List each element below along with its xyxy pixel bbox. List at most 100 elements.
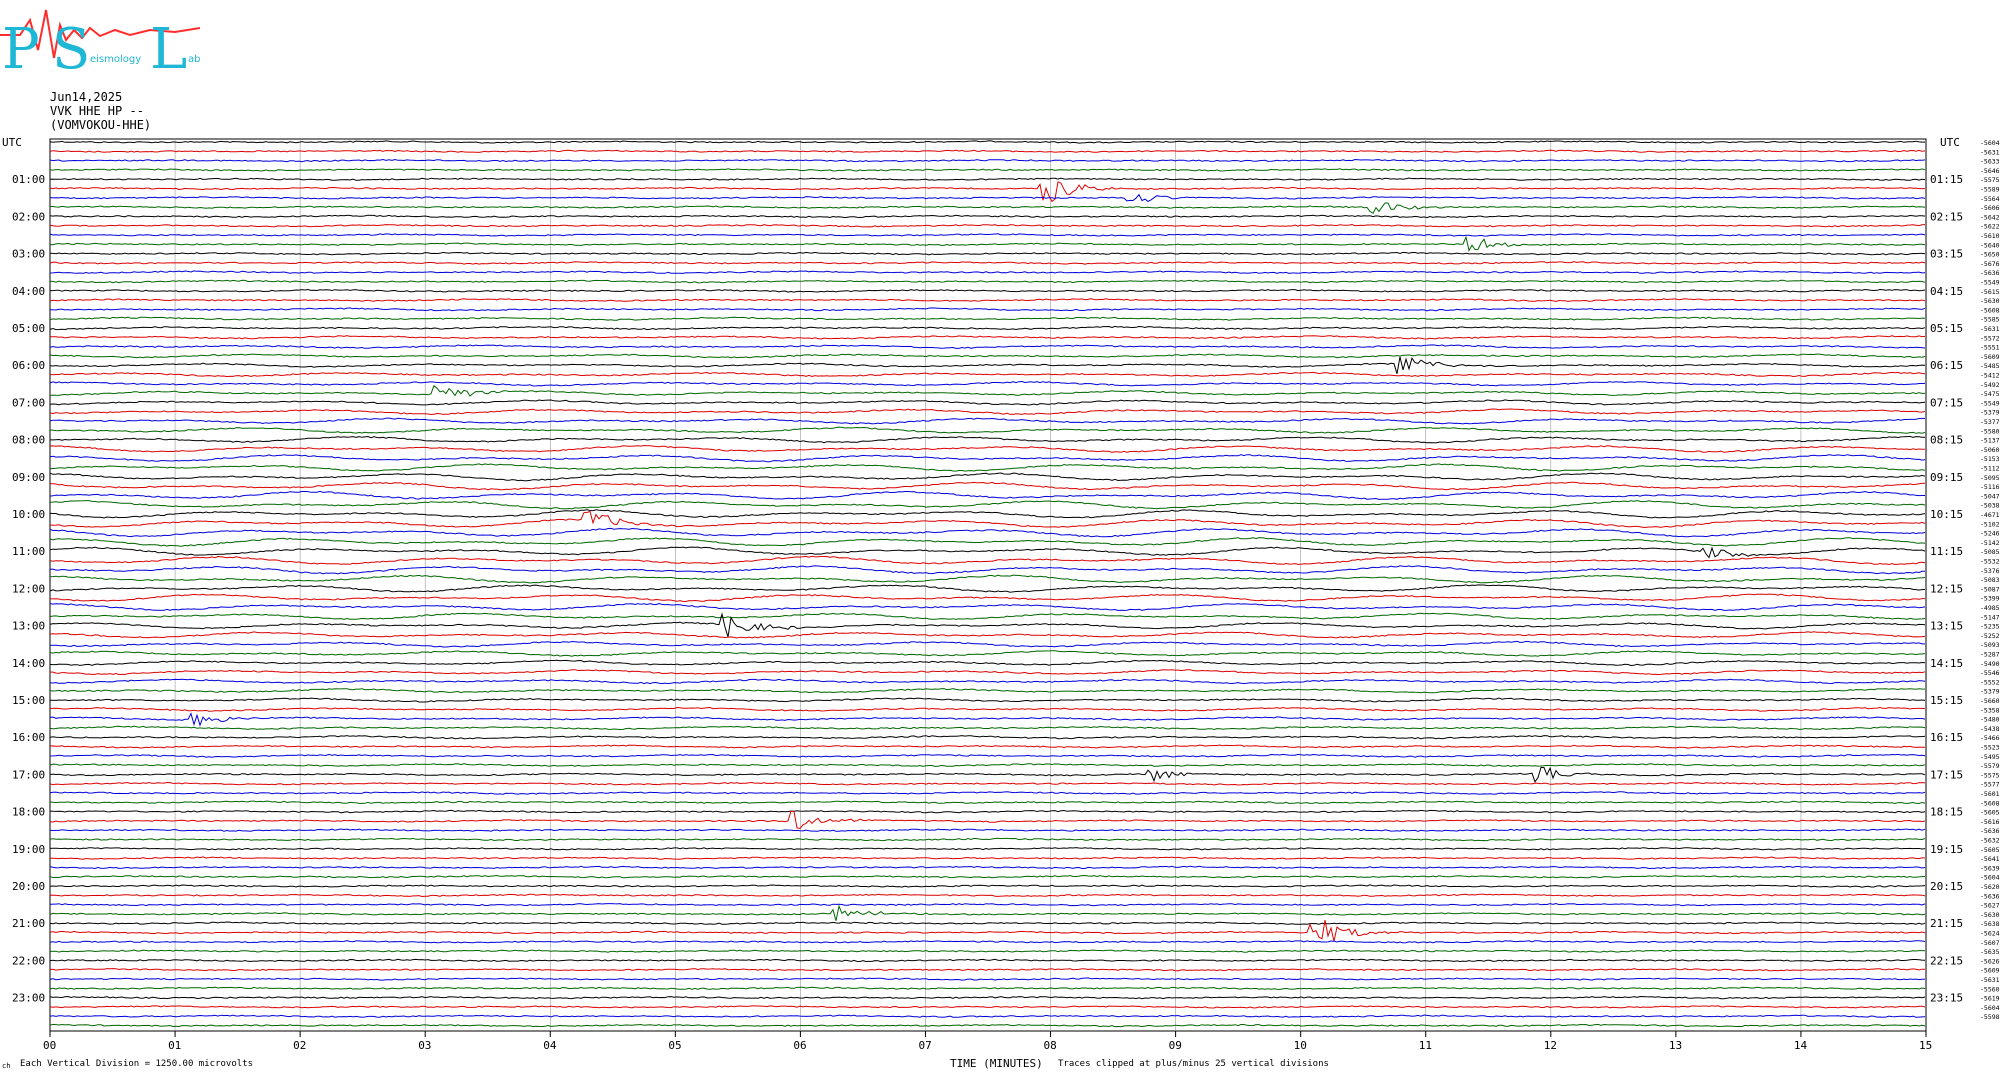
- seismic-trace: [49, 968, 1926, 972]
- seismic-trace: [49, 753, 1926, 758]
- seismic-trace: [49, 744, 1925, 749]
- seismic-trace: [49, 865, 1926, 870]
- right-hour-label: 08:15: [1930, 434, 1963, 447]
- logo-word-seismology: eismology: [90, 54, 141, 65]
- seismic-trace: [49, 454, 1926, 463]
- trace-offset-label: -5636: [1980, 269, 2000, 277]
- trace-offset-label: -5626: [1980, 957, 2000, 965]
- trace-offset-label: -5112: [1980, 465, 2000, 473]
- seismic-trace: [49, 828, 1926, 832]
- left-hour-label: 15:00: [12, 694, 45, 707]
- logo-letter-l: L: [150, 17, 187, 82]
- minute-gridlines: [174, 139, 1802, 1031]
- left-hour-label: 20:00: [12, 880, 45, 893]
- trace-offset-label: -5605: [1980, 809, 2000, 817]
- x-tick-label: 06: [793, 1039, 806, 1052]
- trace-offset-label: -5660: [1980, 697, 2000, 705]
- seismic-trace: [49, 574, 1926, 584]
- right-hour-label: 19:15: [1930, 843, 1963, 856]
- seismic-trace: [49, 650, 1926, 657]
- seismic-trace: [49, 977, 1926, 981]
- trace-offset-label: -5252: [1980, 632, 2000, 640]
- trace-offset-label: -5551: [1980, 344, 2000, 352]
- trace-offset-label: -5480: [1980, 716, 2000, 724]
- trace-offset-label: -5087: [1980, 585, 2000, 593]
- left-hour-label: 01:00: [12, 173, 45, 186]
- seismic-trace: [49, 546, 1926, 559]
- trace-offset-label: -5575: [1980, 771, 2000, 779]
- trace-offset-label: -5153: [1980, 455, 2000, 463]
- trace-offset-label: -5047: [1980, 492, 2000, 500]
- trace-offset-label: -5627: [1980, 902, 2000, 910]
- trace-offset-label: -5639: [1980, 864, 2000, 872]
- x-tick-label: 11: [1419, 1039, 1432, 1052]
- seismic-trace: [49, 631, 1926, 639]
- trace-offset-label: -5546: [1980, 669, 2000, 677]
- x-axis-label: TIME (MINUTES): [950, 1057, 1043, 1070]
- trace-offset-labels: -5604-5631-5633-5646-5575-5589-5564-5606…: [1980, 139, 2000, 1021]
- seismic-trace: [49, 510, 1926, 528]
- trace-offset-label: -5585: [1980, 316, 2000, 324]
- left-hour-label: 04:00: [12, 285, 45, 298]
- seismic-trace: [49, 177, 1926, 181]
- seismic-trace: [49, 688, 1926, 694]
- seismic-trace: [49, 168, 1926, 172]
- trace-offset-label: -5492: [1980, 381, 2000, 389]
- right-hour-label: 23:15: [1930, 992, 1963, 1005]
- right-hour-label: 15:15: [1930, 694, 1963, 707]
- x-tick-label: 08: [1044, 1039, 1057, 1052]
- seismic-trace: [49, 371, 1926, 378]
- seismic-trace: [49, 920, 1926, 942]
- seismic-trace: [49, 537, 1926, 547]
- trace-offset-label: -5137: [1980, 437, 2000, 445]
- seismic-trace: [49, 499, 1926, 510]
- trace-offset-label: -5636: [1980, 827, 2000, 835]
- x-tick-label: 13: [1669, 1039, 1682, 1052]
- left-axis-label: UTC: [2, 136, 22, 149]
- trace-offset-label: -5038: [1980, 502, 2000, 510]
- seismic-trace: [49, 584, 1926, 593]
- seismic-trace: [49, 235, 1926, 252]
- left-hour-label: 08:00: [12, 434, 45, 447]
- trace-offset-label: -5560: [1980, 985, 2000, 993]
- trace-offset-label: -5564: [1980, 195, 2000, 203]
- right-hour-label: 09:15: [1930, 471, 1963, 484]
- x-tick-label: 02: [293, 1039, 306, 1052]
- left-hour-label: 11:00: [12, 545, 45, 558]
- seismic-trace: [49, 307, 1926, 312]
- trace-offset-label: -5572: [1980, 334, 2000, 342]
- seismic-trace: [49, 565, 1926, 575]
- trace-offset-label: -5604: [1980, 1004, 2000, 1012]
- seismic-trace: [49, 181, 1925, 203]
- x-tick-label: 04: [543, 1039, 557, 1052]
- left-hour-label: 05:00: [12, 322, 45, 335]
- trace-offset-label: -5624: [1980, 930, 2000, 938]
- x-tick-label: 05: [668, 1039, 681, 1052]
- logo-seismic-squiggle: [0, 9, 201, 59]
- vertical-division-note: Each Vertical Division = 1250.00 microvo…: [20, 1059, 253, 1069]
- trace-offset-label: -5102: [1980, 520, 2000, 528]
- trace-offset-label: -5116: [1980, 483, 2000, 491]
- trace-offset-label: -5466: [1980, 734, 2000, 742]
- trace-offset-label: -5399: [1980, 595, 2000, 603]
- trace-offset-label: -5650: [1980, 251, 2000, 259]
- left-hour-label: 23:00: [12, 992, 45, 1005]
- trace-offset-label: -5287: [1980, 651, 2000, 659]
- trace-offset-label: -5376: [1980, 567, 2000, 575]
- left-hour-label: 21:00: [12, 917, 45, 930]
- seismic-trace: [49, 1023, 1926, 1028]
- left-hour-label: 09:00: [12, 471, 45, 484]
- seismic-trace: [49, 463, 1926, 472]
- seismic-trace: [49, 712, 1926, 727]
- trace-offset-label: -5619: [1980, 995, 2000, 1003]
- logo-letter-s: S: [52, 17, 90, 82]
- left-hour-label: 14:00: [12, 657, 45, 670]
- seismic-trace: [49, 958, 1926, 963]
- trace-offset-label: -5604: [1980, 139, 2000, 147]
- trace-offset-label: -5549: [1980, 399, 2000, 407]
- trace-offset-label: -5598: [1980, 1013, 2000, 1021]
- trace-offset-label: -5575: [1980, 176, 2000, 184]
- seismic-trace: [49, 921, 1926, 925]
- seismic-trace: [49, 986, 1926, 990]
